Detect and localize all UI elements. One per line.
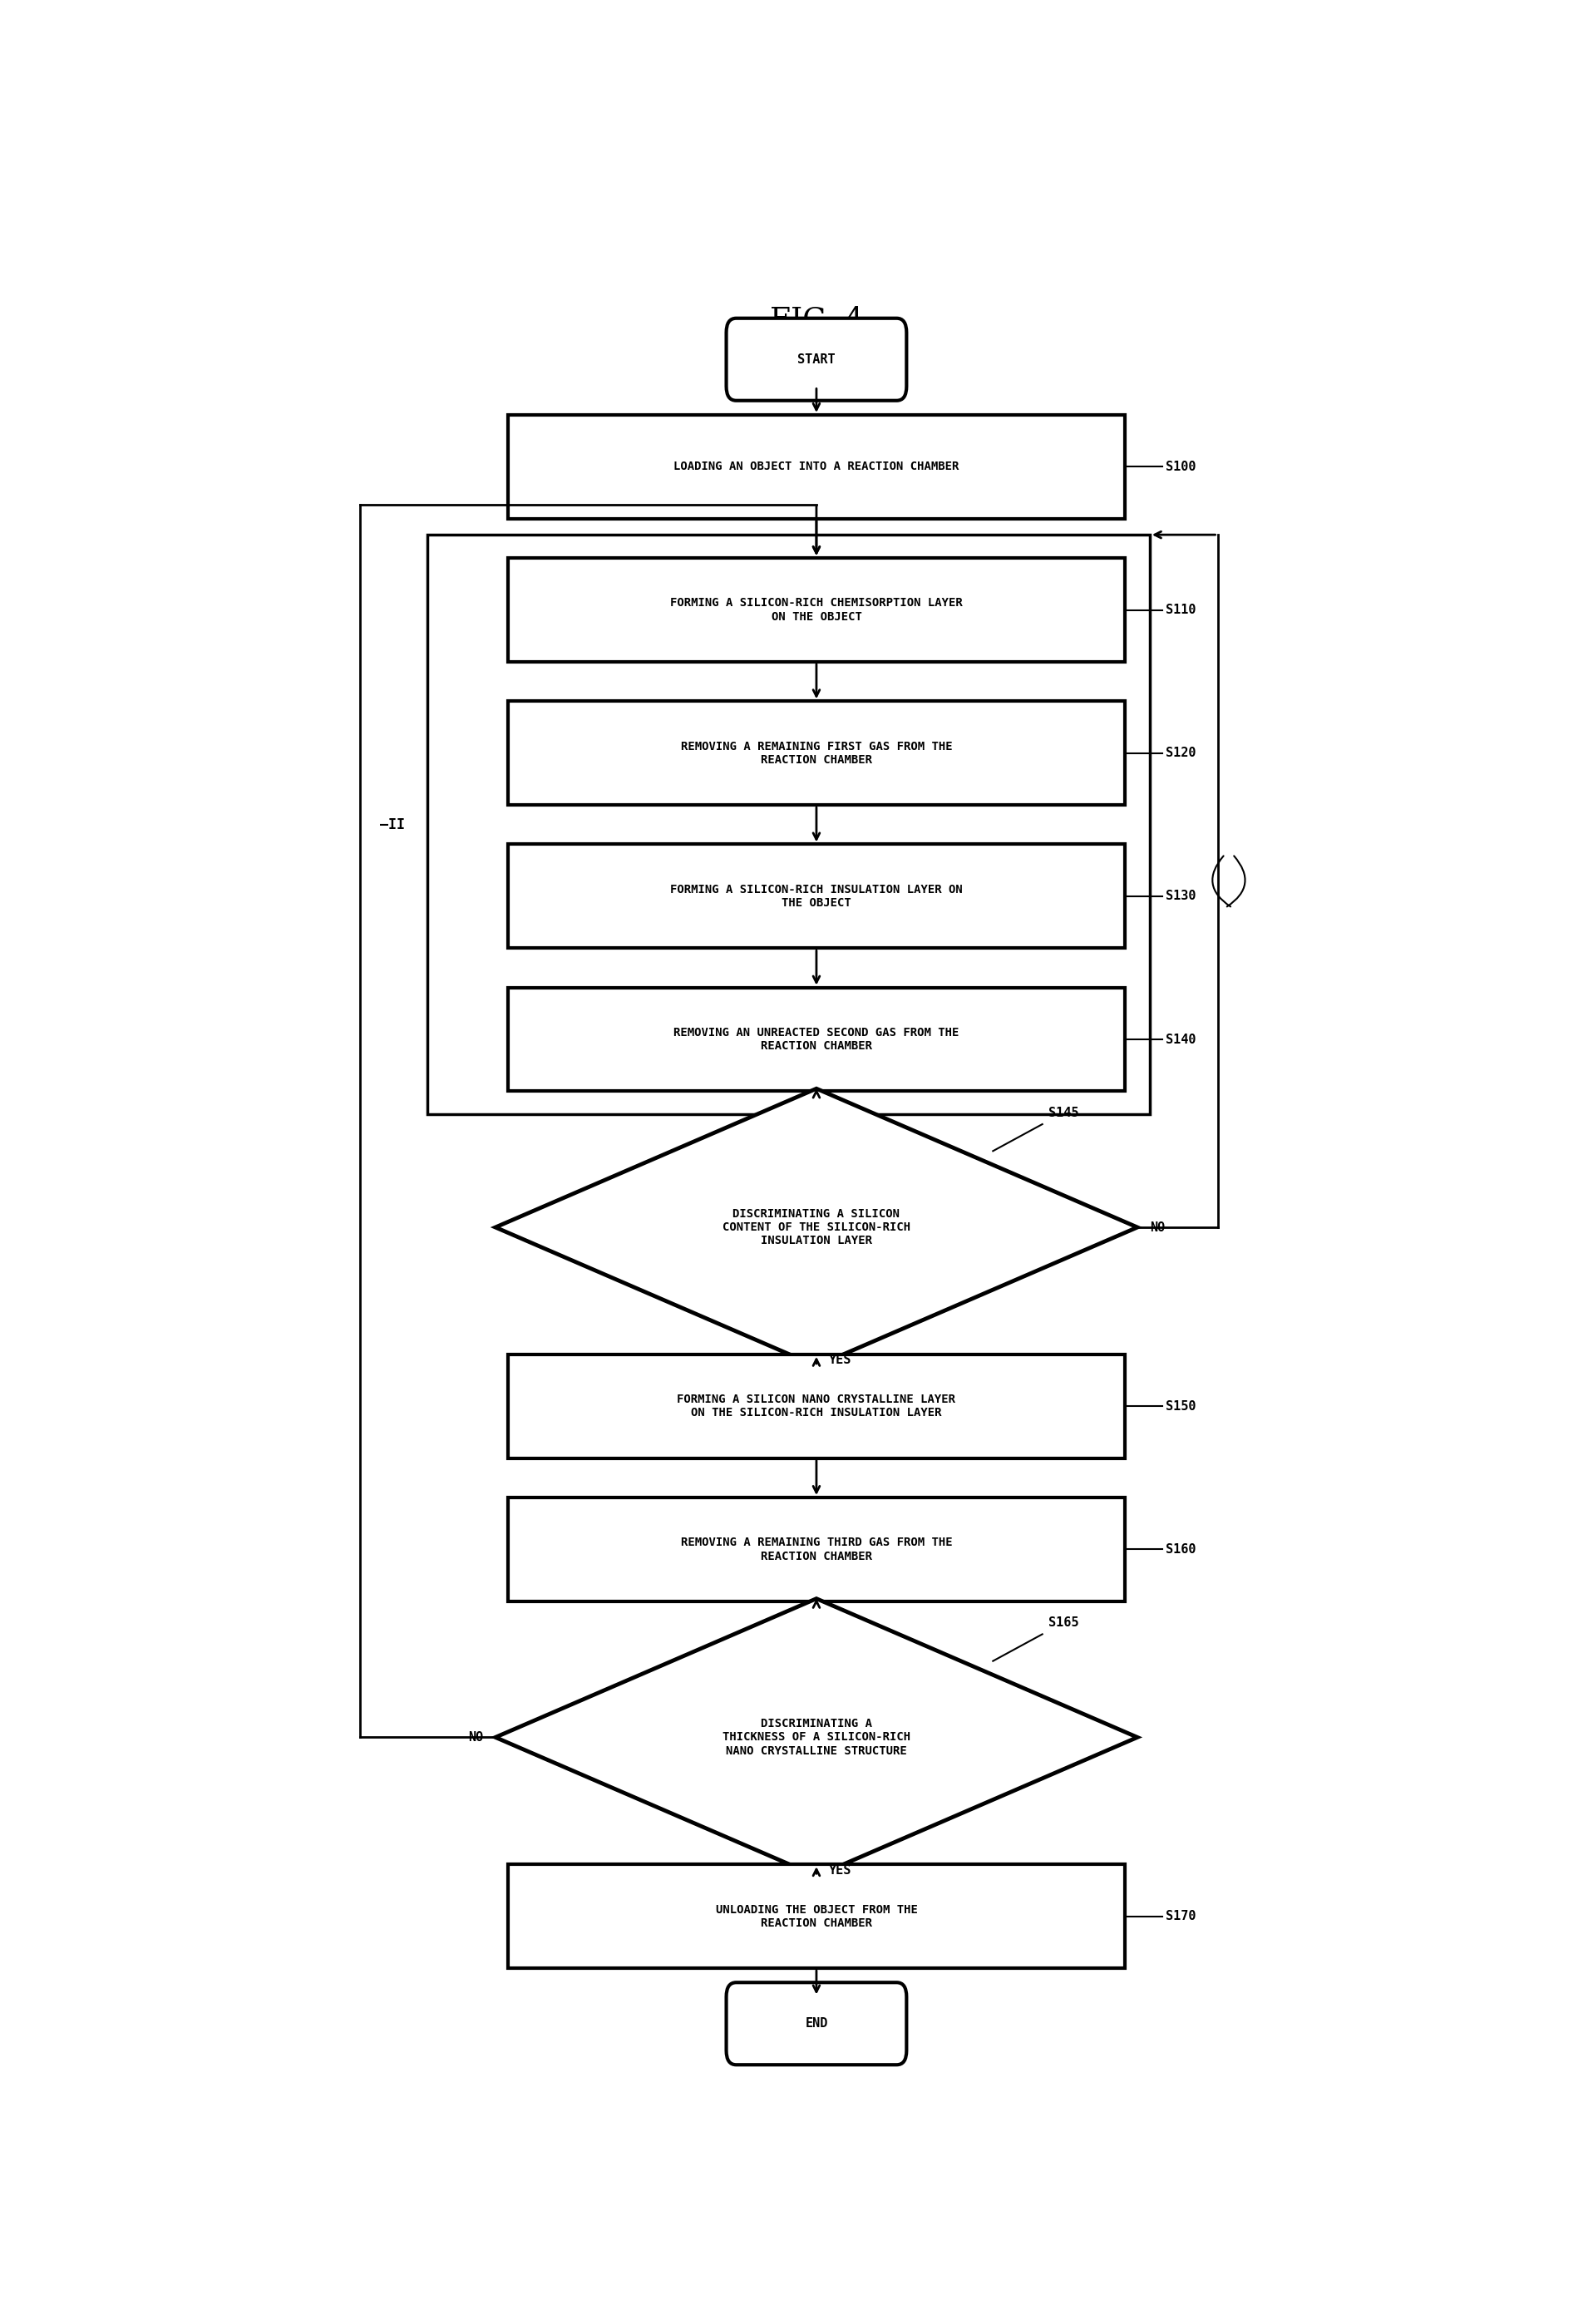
Text: FORMING A SILICON-RICH INSULATION LAYER ON
THE OBJECT: FORMING A SILICON-RICH INSULATION LAYER …	[671, 883, 962, 909]
FancyBboxPatch shape	[508, 416, 1125, 518]
Text: NO: NO	[468, 1731, 483, 1743]
Text: S130: S130	[1166, 890, 1196, 902]
Text: NO: NO	[1150, 1220, 1164, 1234]
Text: S120: S120	[1166, 746, 1196, 760]
Text: S170: S170	[1166, 1910, 1196, 1922]
Text: FORMING A SILICON-RICH CHEMISORPTION LAYER
ON THE OBJECT: FORMING A SILICON-RICH CHEMISORPTION LAY…	[671, 597, 962, 623]
Text: UNLOADING THE OBJECT FROM THE
REACTION CHAMBER: UNLOADING THE OBJECT FROM THE REACTION C…	[715, 1903, 918, 1929]
Text: START: START	[798, 353, 835, 365]
Text: REMOVING A REMAINING THIRD GAS FROM THE
REACTION CHAMBER: REMOVING A REMAINING THIRD GAS FROM THE …	[680, 1536, 953, 1562]
FancyBboxPatch shape	[508, 1864, 1125, 1968]
FancyBboxPatch shape	[726, 1982, 906, 2064]
FancyBboxPatch shape	[508, 844, 1125, 948]
Text: DISCRIMINATING A SILICON
CONTENT OF THE SILICON-RICH
INSULATION LAYER: DISCRIMINATING A SILICON CONTENT OF THE …	[722, 1208, 911, 1246]
FancyBboxPatch shape	[508, 1497, 1125, 1601]
Text: S165: S165	[1048, 1618, 1078, 1629]
Text: S100: S100	[1166, 460, 1196, 474]
Text: FIG. 4: FIG. 4	[769, 307, 863, 335]
Text: S145: S145	[1048, 1106, 1078, 1118]
Text: S150: S150	[1166, 1399, 1196, 1413]
Text: REMOVING A REMAINING FIRST GAS FROM THE
REACTION CHAMBER: REMOVING A REMAINING FIRST GAS FROM THE …	[680, 741, 953, 765]
FancyBboxPatch shape	[508, 988, 1125, 1092]
FancyBboxPatch shape	[726, 318, 906, 400]
Text: —II: —II	[381, 818, 405, 832]
Polygon shape	[495, 1599, 1137, 1875]
Text: S140: S140	[1166, 1034, 1196, 1046]
Polygon shape	[495, 1088, 1137, 1367]
FancyBboxPatch shape	[508, 702, 1125, 804]
Text: S110: S110	[1166, 604, 1196, 616]
Text: YES: YES	[828, 1864, 852, 1875]
Text: REMOVING AN UNREACTED SECOND GAS FROM THE
REACTION CHAMBER: REMOVING AN UNREACTED SECOND GAS FROM TH…	[674, 1027, 959, 1053]
Text: YES: YES	[828, 1355, 852, 1367]
Bar	[427, 535, 1150, 1116]
Text: DISCRIMINATING A
THICKNESS OF A SILICON-RICH
NANO CRYSTALLINE STRUCTURE: DISCRIMINATING A THICKNESS OF A SILICON-…	[722, 1717, 911, 1757]
Text: S160: S160	[1166, 1543, 1196, 1555]
Text: LOADING AN OBJECT INTO A REACTION CHAMBER: LOADING AN OBJECT INTO A REACTION CHAMBE…	[674, 460, 959, 472]
Text: END: END	[804, 2017, 828, 2029]
FancyBboxPatch shape	[508, 1355, 1125, 1457]
FancyBboxPatch shape	[508, 558, 1125, 662]
Text: FORMING A SILICON NANO CRYSTALLINE LAYER
ON THE SILICON-RICH INSULATION LAYER: FORMING A SILICON NANO CRYSTALLINE LAYER…	[677, 1394, 956, 1420]
